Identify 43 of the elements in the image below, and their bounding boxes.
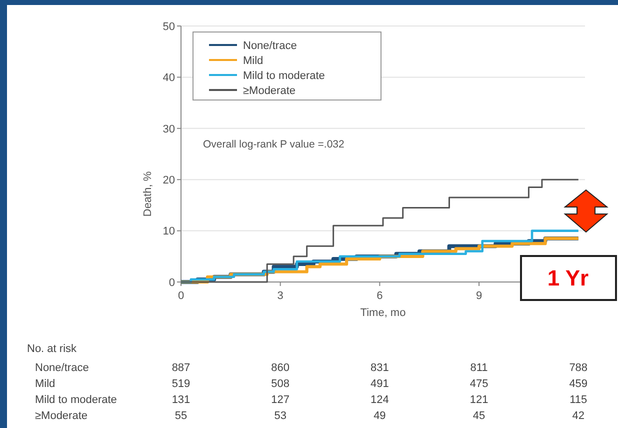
legend-label: None/trace [243, 40, 297, 52]
text: 121 [470, 394, 488, 406]
text: 45 [472, 410, 486, 422]
text: 131 [172, 394, 190, 406]
legend-label: Mild to moderate [243, 70, 325, 82]
text: 53 [274, 410, 286, 422]
text: 42 [572, 410, 584, 422]
text: 459 [569, 378, 588, 390]
annotation: 1 Yr [547, 266, 590, 291]
y-tick-label: 20 [162, 174, 175, 186]
y-tick-label: 40 [162, 72, 175, 84]
text: 811 [470, 362, 488, 374]
y-tick-label: 50 [162, 20, 175, 33]
text: 831 [370, 362, 389, 374]
text: 519 [172, 378, 190, 390]
y-tick-label: 0 [168, 276, 175, 289]
text: 508 [271, 378, 290, 390]
y-axis-title: Death, % [142, 171, 154, 217]
text: None/trace [35, 362, 89, 374]
text: 475 [470, 378, 488, 390]
x-axis-title: Time, mo [360, 307, 406, 319]
text: Mild [35, 378, 56, 390]
x-tick-label: 6 [376, 290, 383, 302]
x-tick-label: 3 [277, 290, 284, 302]
text: No. at risk [27, 343, 78, 355]
text: 124 [370, 394, 389, 406]
legend-label: ≥Moderate [243, 84, 296, 97]
text: 491 [370, 378, 389, 390]
text: 788 [569, 362, 588, 374]
text: Mild to moderate [35, 394, 117, 406]
text: 887 [172, 362, 190, 374]
text: 860 [271, 362, 290, 374]
text: 55 [174, 410, 188, 422]
text: 49 [374, 410, 386, 422]
text: ≥Moderate [35, 410, 88, 422]
text: 127 [271, 394, 290, 406]
text: 115 [570, 394, 588, 406]
y-tick-label: 10 [162, 226, 175, 238]
x-tick-label: 0 [178, 290, 184, 302]
annotation: Overall log-rank P value =.032 [203, 138, 345, 150]
y-tick-label: 30 [162, 123, 175, 136]
x-tick-label: 9 [476, 290, 482, 302]
legend-label: Mild [243, 54, 264, 67]
